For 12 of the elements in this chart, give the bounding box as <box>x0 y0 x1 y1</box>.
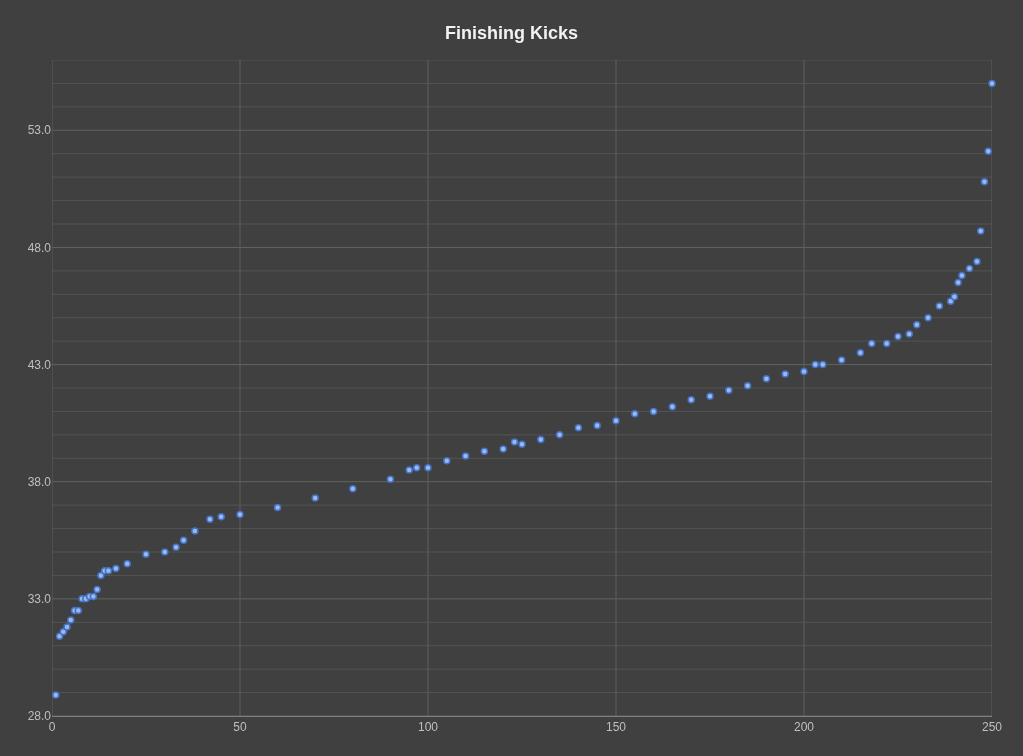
x-tick-label: 50 <box>233 720 247 735</box>
x-tick-label: 200 <box>793 720 815 735</box>
x-tick-label: 0 <box>48 720 56 735</box>
x-tick-label: 250 <box>981 720 1003 735</box>
y-tick-label: 38.0 <box>27 474 52 489</box>
y-tick-label: 53.0 <box>27 123 52 138</box>
y-tick-label: 43.0 <box>27 357 52 372</box>
y-tick-label: 33.0 <box>27 592 52 607</box>
x-tick-label: 150 <box>605 720 627 735</box>
x-tick-label: 100 <box>417 720 439 735</box>
chart-title: Finishing Kicks <box>444 23 579 44</box>
y-tick-label: 48.0 <box>27 240 52 255</box>
